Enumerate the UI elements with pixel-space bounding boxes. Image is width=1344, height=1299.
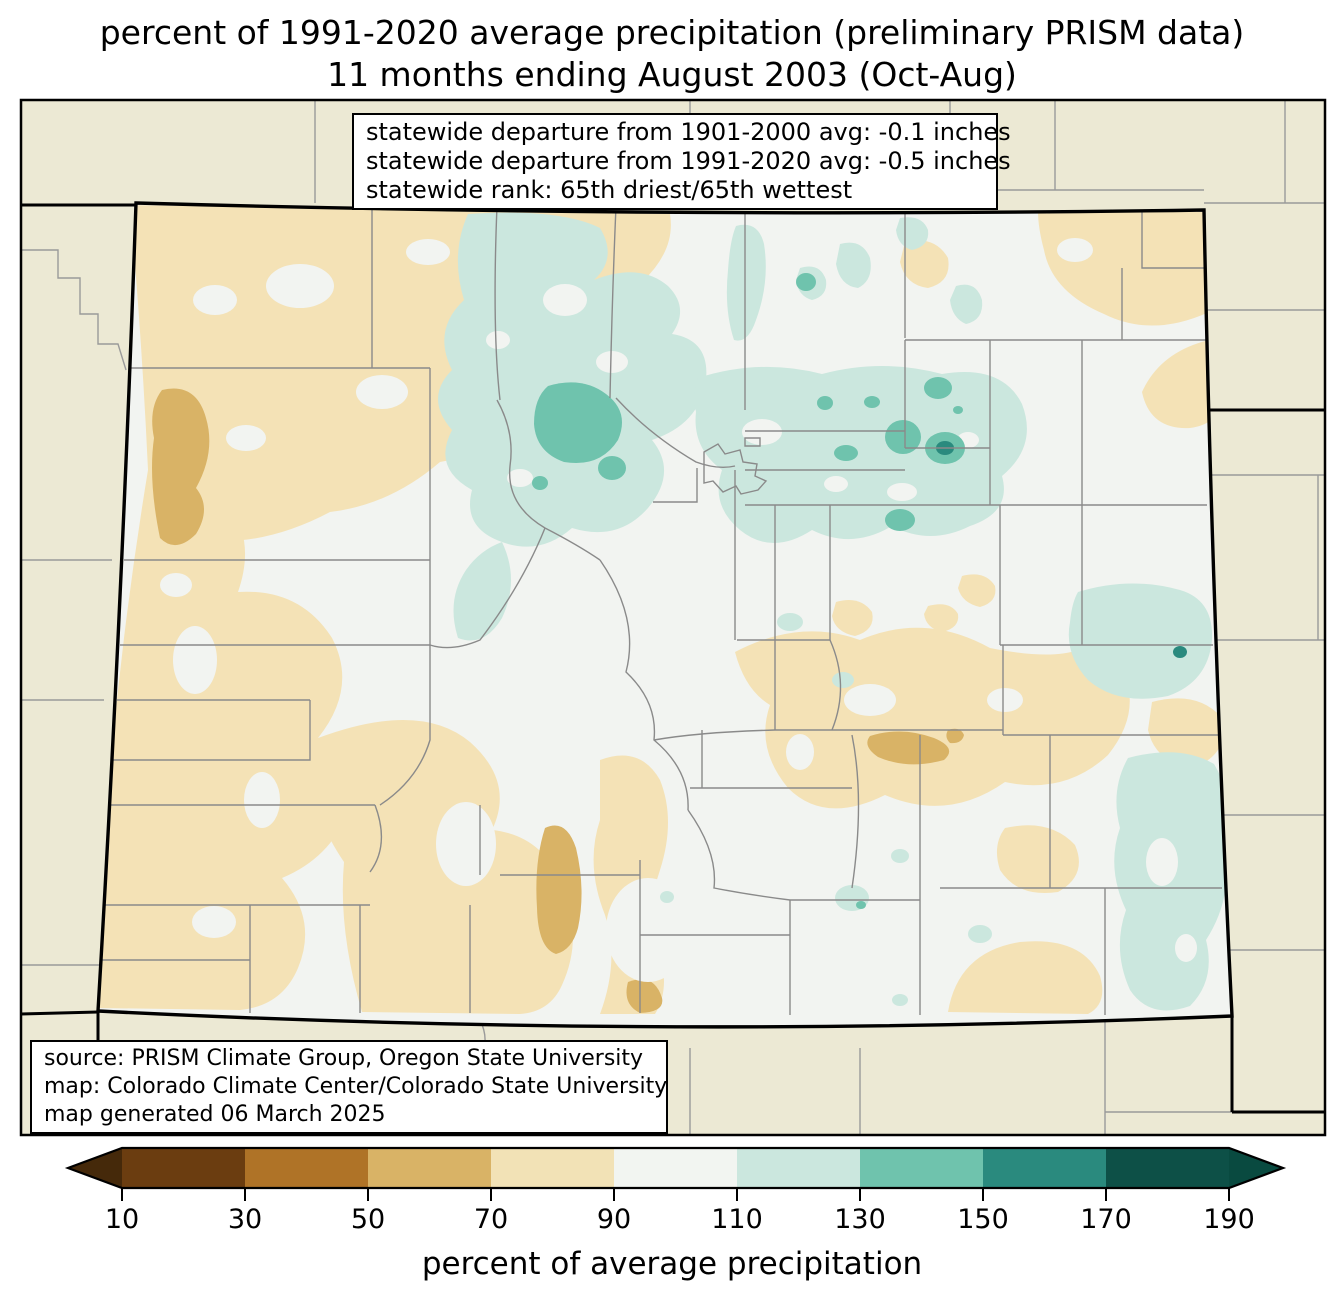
colorbar-tick-label: 90 (596, 1204, 632, 1235)
title-line-2: 11 months ending August 2003 (Oct-Aug) (327, 55, 1017, 94)
source-attribution-box: source: PRISM Climate Group, Oregon Stat… (30, 1040, 668, 1134)
statewide-stats-box: statewide departure from 1901-2000 avg: … (352, 113, 1011, 210)
near-normal-holes-west (160, 238, 1093, 982)
stats-line-1: statewide departure from 1901-2000 avg: … (366, 118, 1011, 146)
colorbar-tick-label: 130 (834, 1204, 886, 1235)
colorbar-seg-130-150 (860, 1148, 983, 1188)
colorbar-seg-30-50 (245, 1148, 368, 1188)
colorbar-seg-110-130 (737, 1148, 860, 1188)
colorbar-tick-label: 190 (1203, 1204, 1255, 1235)
colorbar-axis-label: percent of average precipitation (421, 1246, 923, 1282)
colorbar-seg-150-170 (983, 1148, 1106, 1188)
precip-130-150-patches (532, 273, 965, 909)
colorbar-tick-label: 50 (350, 1204, 386, 1235)
colorado-county-lines (102, 205, 1222, 1015)
source-line-1: source: PRISM Climate Group, Oregon Stat… (44, 1046, 644, 1071)
colorbar-seg-10-30 (122, 1148, 245, 1188)
colorbar-arrow-under (68, 1148, 122, 1188)
stats-line-2: statewide departure from 1991-2020 avg: … (366, 147, 1011, 175)
colorado-state-border (96, 201, 1234, 1029)
colorbar-tick-label: 10 (104, 1204, 140, 1235)
precip-70-90-patches (98, 205, 1224, 1014)
colorbar-tick-label: 150 (957, 1204, 1009, 1235)
outside-state-lines (21, 203, 1325, 1134)
colorbar-tick-label: 170 (1080, 1204, 1132, 1235)
colorbar-tick-label: 30 (227, 1204, 263, 1235)
colorbar-arrow-over (1229, 1148, 1283, 1188)
page-title: percent of 1991-2020 average precipitati… (0, 12, 1344, 96)
precip-50-70-patches (152, 388, 964, 1013)
colorbar-tick-label: 70 (473, 1204, 509, 1235)
colorbar-tick-label: 110 (711, 1204, 763, 1235)
map-frame (19, 98, 1327, 1137)
title-line-1: percent of 1991-2020 average precipitati… (99, 13, 1245, 52)
stats-line-3: statewide rank: 65th driest/65th wettest (366, 176, 853, 204)
source-line-2: map: Colorado Climate Center/Colorado St… (44, 1074, 668, 1099)
colorbar-seg-50-70 (368, 1148, 491, 1188)
colorbar-ticks (121, 1188, 1230, 1201)
colorbar-seg-90-110 (614, 1148, 737, 1188)
colorbar (64, 1146, 1287, 1201)
source-line-3: map generated 06 March 2025 (44, 1102, 386, 1127)
colorbar-seg-170-190 (1106, 1148, 1229, 1188)
colorbar-seg-70-90 (491, 1148, 614, 1188)
